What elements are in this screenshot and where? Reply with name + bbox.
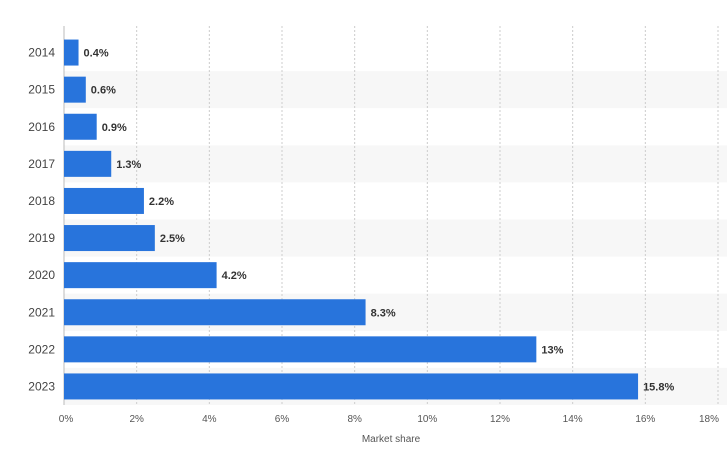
x-tick-label: 2% — [129, 414, 144, 425]
row-band — [64, 219, 727, 257]
x-tick-label: 6% — [275, 414, 290, 425]
row-band — [64, 71, 727, 109]
bar-2020[interactable] — [64, 262, 217, 289]
bar-2015[interactable] — [64, 76, 86, 103]
value-label: 8.3% — [371, 307, 396, 319]
x-tick-label: 8% — [347, 414, 362, 425]
category-label: 2022 — [28, 342, 55, 356]
value-label: 2.5% — [160, 233, 185, 245]
category-label: 2021 — [28, 305, 55, 319]
value-label: 0.6% — [91, 85, 116, 97]
bar-2014[interactable] — [64, 39, 79, 66]
value-label: 15.8% — [643, 381, 674, 393]
bars-group — [64, 39, 639, 400]
category-label: 2019 — [28, 231, 55, 245]
year-labels-group: 2014 2015 2016 2017 2018 2019 2020 2021 2022 2023 — [28, 46, 55, 394]
bar-2023[interactable] — [64, 373, 639, 400]
category-label: 2017 — [28, 157, 55, 171]
x-tick-label: 14% — [563, 414, 583, 425]
bar-2016[interactable] — [64, 113, 97, 140]
value-label: 13% — [541, 344, 563, 356]
category-label: 2023 — [28, 379, 55, 393]
value-labels-group: 0.4% 0.6% 0.9% 1.3% 2.2% 2.5% 4.2% 8.3% 13% 15.8% — [84, 48, 675, 394]
bar-2021[interactable] — [64, 299, 366, 326]
value-label: 2.2% — [149, 196, 174, 208]
category-label: 2020 — [28, 268, 55, 282]
x-tick-label: 16% — [635, 414, 655, 425]
x-tick-label: 12% — [490, 414, 510, 425]
grid-lines — [63, 26, 719, 405]
category-label: 2016 — [28, 120, 55, 134]
category-label: 2014 — [28, 46, 55, 60]
x-tick-label: 0% — [59, 414, 74, 425]
category-label: 2015 — [28, 83, 55, 97]
bar-2018[interactable] — [64, 187, 144, 214]
x-tick-label: 4% — [202, 414, 217, 425]
value-label: 0.9% — [102, 122, 127, 134]
x-tick-label: 18% — [699, 414, 719, 425]
category-label: 2018 — [28, 194, 55, 208]
x-tick-labels-group: 0% 2% 4% 6% 8% 10% 12% 14% 16% 18% — [59, 414, 719, 425]
value-label: 4.2% — [222, 270, 247, 282]
bar-2017[interactable] — [64, 150, 112, 177]
value-label: 0.4% — [84, 48, 109, 60]
row-band — [64, 145, 727, 183]
bar-2019[interactable] — [64, 225, 155, 252]
x-tick-label: 10% — [417, 414, 437, 425]
value-label: 1.3% — [116, 159, 141, 171]
bar-2022[interactable] — [64, 336, 537, 363]
x-axis-title: Market share — [362, 434, 421, 445]
